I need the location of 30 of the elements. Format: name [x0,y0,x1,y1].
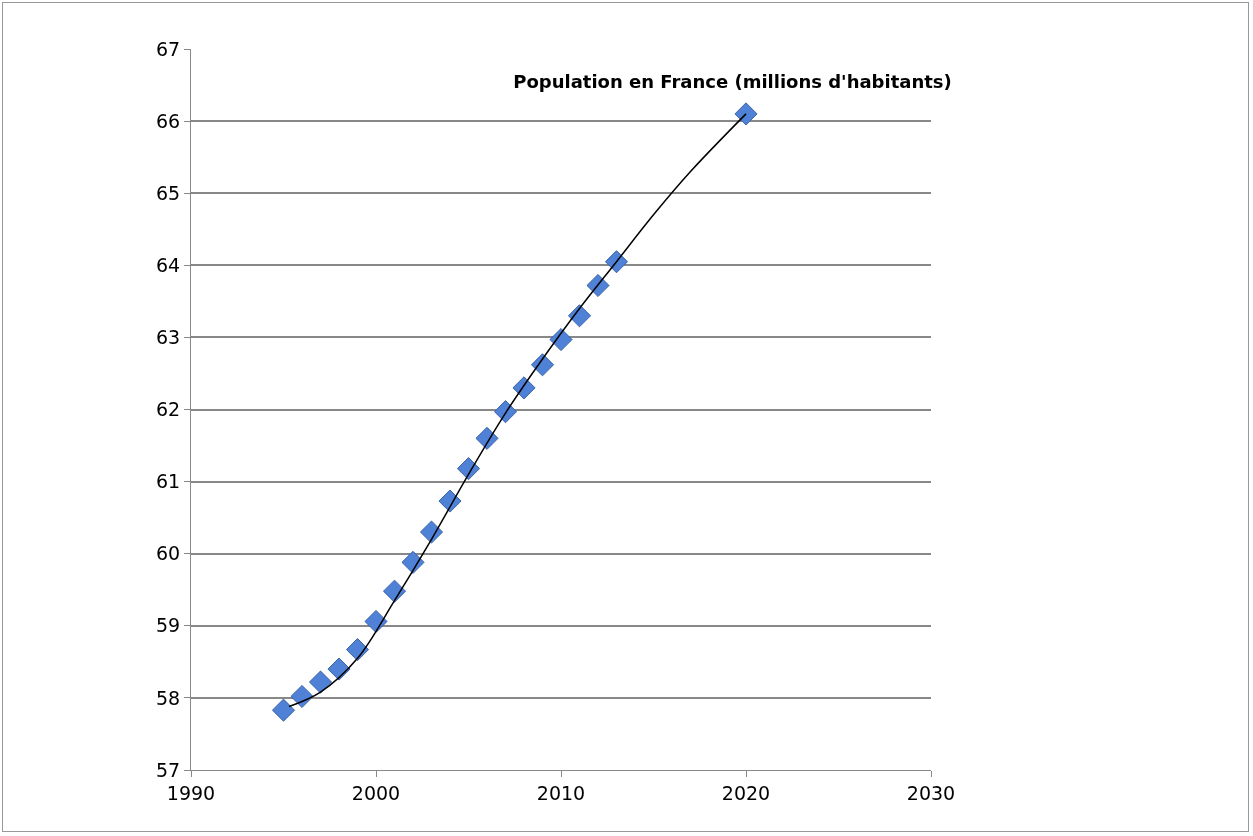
point [493,400,518,424]
point [567,304,592,328]
y-tick-label: 57 [156,758,181,781]
point [456,457,481,481]
point [327,657,351,681]
y-tick-label: 63 [156,326,181,349]
y-tick-label: 61 [156,470,181,493]
x-tick-label: 1990 [166,781,216,804]
x-tick-label: 2000 [351,781,401,804]
point [290,684,314,709]
point [382,579,407,603]
point [271,698,296,722]
y-tick-label: 67 [156,37,181,60]
y-tick-label: 59 [156,614,181,637]
x-tick-label: 2030 [906,781,956,804]
x-tick-label: 2010 [536,781,586,804]
point [734,102,758,126]
point [308,670,333,694]
y-tick-label: 65 [156,181,181,204]
x-tick-label: 2020 [721,781,771,804]
y-tick-label: 58 [156,686,181,709]
text: Population en France (millions d'habitants) [513,71,952,93]
point [586,273,610,298]
y-tick-label: 66 [156,109,181,132]
point [530,353,555,377]
y-tick-label: 62 [156,398,181,421]
point [604,250,629,274]
point [345,638,370,662]
y-tick-label: 64 [156,253,181,276]
y-tick-label: 60 [156,542,181,565]
